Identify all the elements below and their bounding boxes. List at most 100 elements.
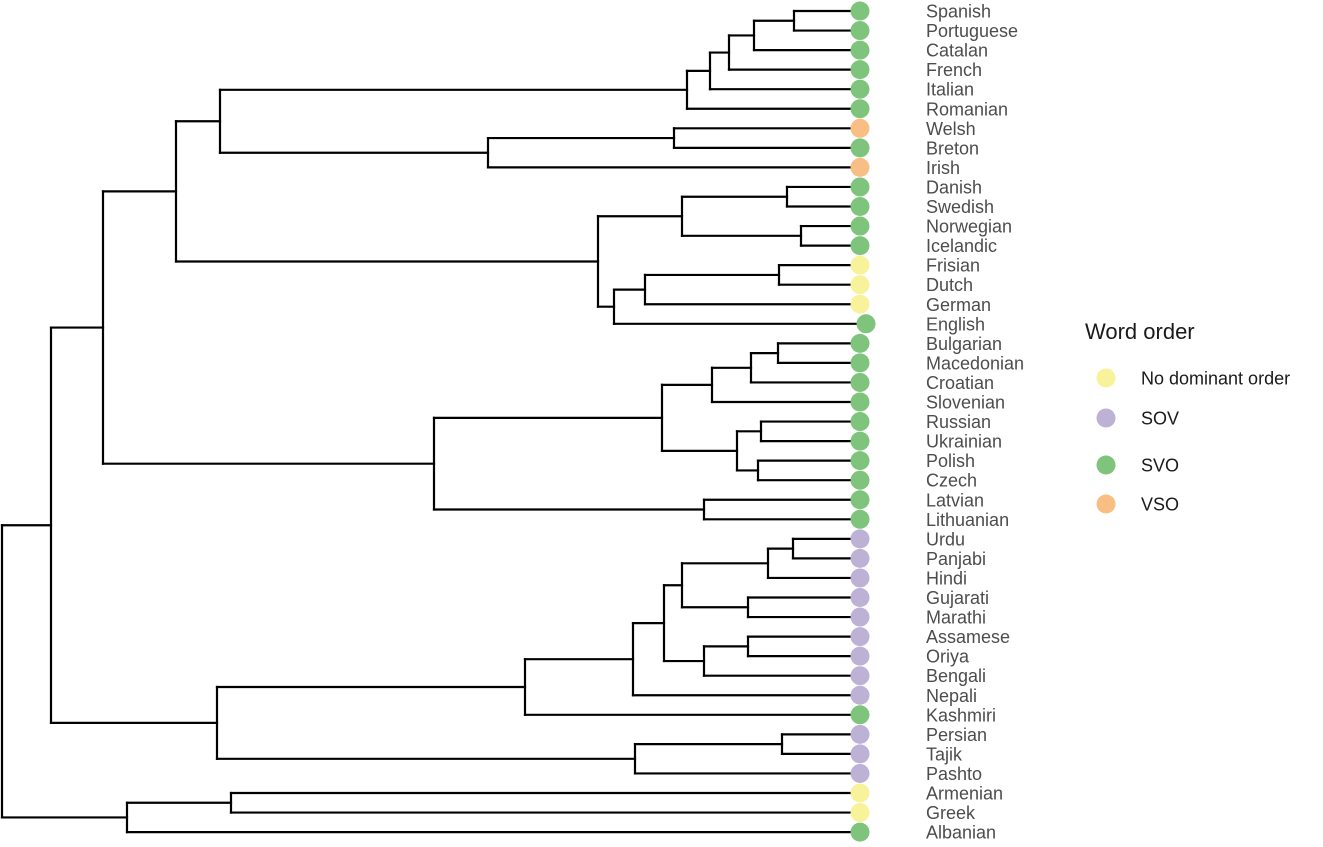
leaf-label: Oriya xyxy=(926,647,970,667)
leaf-label: Catalan xyxy=(926,41,988,61)
legend-title: Word order xyxy=(1085,319,1195,344)
leaf-tip-dot xyxy=(850,216,870,236)
legend: Word order No dominant order SOV SVO VSO xyxy=(1085,319,1290,515)
leaf-tip-dot xyxy=(850,685,870,705)
leaf-label: Frisian xyxy=(926,256,980,276)
leaf-tip-dot xyxy=(850,138,870,158)
leaf-tip-dot xyxy=(850,509,870,529)
leaf-label: German xyxy=(926,295,991,315)
leaf-tip-dot xyxy=(850,236,870,256)
leaf-label: Panjabi xyxy=(926,549,986,569)
leaf-label: Welsh xyxy=(926,119,976,139)
leaf-tip-dot xyxy=(850,60,870,80)
legend-label: SVO xyxy=(1141,456,1179,476)
leaf-label: Spanish xyxy=(926,2,991,22)
leaf-tip-dot xyxy=(850,568,870,588)
legend-swatch xyxy=(1096,455,1116,475)
leaf-label: Polish xyxy=(926,451,975,471)
legend-swatch xyxy=(1096,368,1116,388)
leaf-tip-dot xyxy=(850,275,870,295)
leaf-label: Ukrainian xyxy=(926,432,1002,452)
leaf-tip-dot xyxy=(850,157,870,177)
leaf-label: Bulgarian xyxy=(926,334,1002,354)
leaf-tip-dot xyxy=(850,529,870,549)
leaf-tip-dot xyxy=(850,548,870,568)
leaf-tip-dot xyxy=(850,705,870,725)
leaf-label: Persian xyxy=(926,725,987,745)
leaf-tip-dot xyxy=(850,646,870,666)
leaf-label: Bengali xyxy=(926,666,986,686)
leaf-label: Marathi xyxy=(926,608,986,628)
leaf-tip-dot xyxy=(850,118,870,138)
leaf-tip-dot xyxy=(850,822,870,842)
legend-label: VSO xyxy=(1141,495,1179,515)
leaf-label: Assamese xyxy=(926,627,1010,647)
legend-swatch xyxy=(1096,494,1116,514)
leaf-label: Pashto xyxy=(926,764,982,784)
leaf-label: Portuguese xyxy=(926,21,1018,41)
leaf-label: Russian xyxy=(926,412,991,432)
leaf-tip-dot xyxy=(850,451,870,471)
leaf-tip-dot xyxy=(850,392,870,412)
leaf-label: Armenian xyxy=(926,784,1003,804)
leaf-label: Macedonian xyxy=(926,353,1024,373)
leaf-label: Danish xyxy=(926,177,982,197)
leaf-tip-dot xyxy=(850,470,870,490)
tree-branches xyxy=(0,9,868,834)
legend-label: SOV xyxy=(1141,409,1179,429)
leaf-tip-dot xyxy=(850,1,870,21)
leaf-tip-dot xyxy=(850,490,870,510)
leaf-label: Italian xyxy=(926,80,974,100)
leaf-label: Kashmiri xyxy=(926,705,996,725)
leaf-label: Icelandic xyxy=(926,236,997,256)
leaf-tip-dot xyxy=(850,294,870,314)
leaf-tip-dot xyxy=(850,40,870,60)
leaf-label: Swedish xyxy=(926,197,994,217)
leaf-label: Nepali xyxy=(926,686,977,706)
leaf-label: Greek xyxy=(926,803,976,823)
leaf-label: English xyxy=(926,314,985,334)
leaf-tip-dot xyxy=(850,372,870,392)
leaf-tip-dot xyxy=(850,197,870,216)
leaf-label: Czech xyxy=(926,471,977,491)
leaf-label: Dutch xyxy=(926,275,973,295)
leaf-label: Hindi xyxy=(926,568,967,588)
leaf-label: French xyxy=(926,60,982,80)
leaf-label: Slovenian xyxy=(926,393,1005,413)
leaf-tip-dot xyxy=(850,607,870,627)
legend-swatch xyxy=(1096,408,1116,428)
leaf-tip-dot xyxy=(850,724,870,744)
leaf-tip-dot xyxy=(850,412,870,432)
leaf-label: Lithuanian xyxy=(926,510,1009,530)
leaf-tip-dot xyxy=(850,79,870,99)
leaf-tip-dot xyxy=(850,803,870,823)
leaf-tip-dot xyxy=(850,177,870,197)
leaf-tip-dot xyxy=(850,431,870,451)
leaf-tip-dot xyxy=(850,588,870,607)
leaf-tip-dot xyxy=(850,21,870,41)
leaf-label: Norwegian xyxy=(926,217,1012,237)
leaf-label: Tajik xyxy=(926,744,963,764)
leaf-tip-dot xyxy=(850,255,870,275)
leaf-label: Gujarati xyxy=(926,588,989,608)
leaf-tips xyxy=(850,1,876,842)
leaf-tip-dot xyxy=(850,763,870,783)
leaf-tip-dot xyxy=(850,666,870,686)
leaf-label: Romanian xyxy=(926,99,1008,119)
leaf-label: Albanian xyxy=(926,823,996,843)
leaf-label: Latvian xyxy=(926,490,984,510)
leaf-tip-dot xyxy=(850,744,870,764)
leaf-label: Croatian xyxy=(926,373,994,393)
leaf-labels: SpanishPortugueseCatalanFrenchItalianRom… xyxy=(926,2,1024,843)
leaf-tip-dot xyxy=(850,627,870,647)
leaf-label: Breton xyxy=(926,138,979,158)
leaf-tip-dot xyxy=(850,353,870,373)
leaf-tip-dot xyxy=(850,333,870,353)
leaf-tip-dot xyxy=(856,314,876,334)
leaf-tip-dot xyxy=(850,783,870,803)
leaf-label: Irish xyxy=(926,158,960,178)
legend-label: No dominant order xyxy=(1141,369,1290,389)
leaf-tip-dot xyxy=(850,99,870,119)
leaf-label: Urdu xyxy=(926,529,965,549)
